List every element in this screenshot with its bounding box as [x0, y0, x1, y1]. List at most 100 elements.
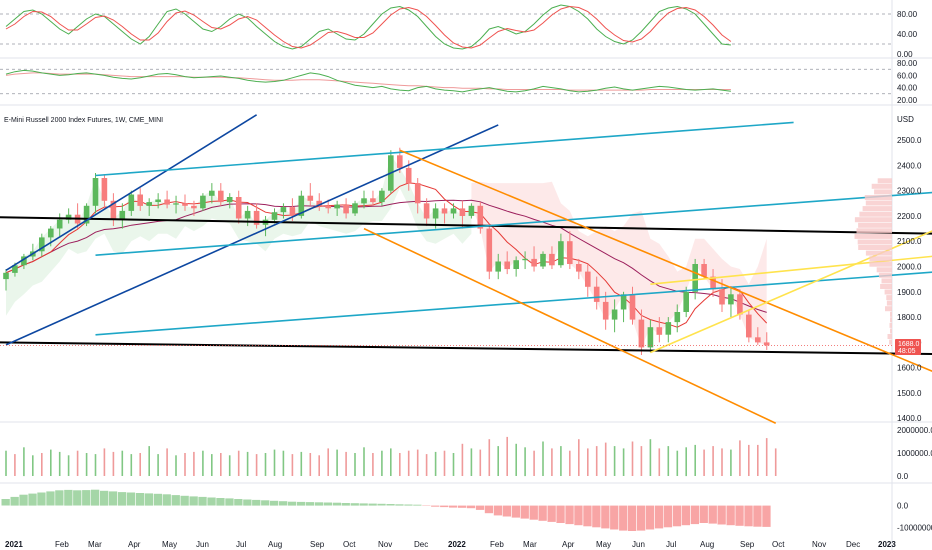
oscillator-bar — [154, 494, 162, 506]
x-tick-label: 2021 — [5, 540, 23, 549]
candle-body — [343, 205, 349, 214]
y-tick-label: 0.00 — [897, 50, 913, 59]
oscillator-bar — [601, 506, 609, 529]
candle-body — [692, 264, 698, 292]
candle-body — [3, 273, 9, 279]
oscillator-bar — [306, 502, 314, 506]
candle-body — [531, 259, 537, 267]
volume-profile-bar — [889, 340, 892, 345]
candle-body — [102, 178, 108, 201]
oscillator-bar — [628, 506, 636, 531]
volume-bar — [327, 448, 329, 476]
volume-bar — [578, 439, 580, 476]
volume-bar — [229, 455, 231, 476]
volume-bar — [68, 455, 70, 476]
oscillator-bar — [386, 504, 394, 506]
candle-body — [308, 196, 314, 201]
oscillator-bar — [73, 490, 81, 505]
oscillator-bar — [539, 506, 547, 521]
candle-body — [764, 342, 770, 345]
volume-bar — [283, 451, 285, 476]
volume-bar — [650, 439, 652, 476]
candle-body — [746, 315, 752, 338]
candle-body — [227, 197, 233, 202]
candle-body — [361, 198, 367, 203]
volume-bar — [533, 451, 535, 476]
volume-bar — [139, 453, 141, 476]
candle-body — [433, 208, 439, 218]
candle-body — [218, 191, 224, 202]
y-tick-label: 40.00 — [897, 30, 918, 39]
oscillator-bar — [646, 506, 654, 530]
volume-bar — [685, 447, 687, 476]
volume-bar — [435, 452, 437, 476]
oscillator-bar — [503, 506, 511, 517]
oscillator-bar — [574, 506, 582, 526]
volume-profile-bar — [885, 306, 892, 311]
volume-bar — [310, 453, 312, 476]
volume-bar — [497, 446, 499, 476]
x-tick-label: Oct — [772, 540, 785, 549]
candle-body — [442, 208, 448, 213]
oscillator-bar — [91, 490, 99, 506]
volume-profile-bar — [890, 323, 893, 328]
candle-body — [325, 206, 331, 209]
oscillator-bar — [360, 503, 368, 505]
candle-body — [155, 200, 161, 203]
y-tick-label: 2500.0 — [897, 136, 922, 145]
candle-body — [576, 264, 582, 272]
oscillator-bar — [565, 506, 573, 524]
candle-body — [666, 322, 672, 335]
y-tick-label: 0.0 — [897, 502, 909, 511]
x-tick-label: Jul — [666, 540, 676, 549]
x-tick-label: Sep — [740, 540, 755, 549]
volume-profile-bar — [888, 334, 893, 339]
oscillator-bar — [440, 506, 448, 508]
candle-body — [290, 207, 296, 216]
last-price-text: 1688.0 — [898, 341, 920, 348]
candle-body — [755, 337, 761, 342]
oscillator-bar — [431, 506, 439, 507]
volume-bar — [202, 451, 204, 476]
oscillator-bar — [64, 490, 72, 506]
volume-bar — [336, 450, 338, 476]
volume-profile-bar — [866, 251, 892, 256]
candle-body — [522, 259, 528, 260]
x-tick-label: 2023 — [878, 540, 896, 549]
y-tick-label: 2000000.0 — [897, 426, 932, 435]
candle-body — [460, 208, 466, 216]
volume-bar — [122, 451, 124, 476]
x-tick-label: Dec — [414, 540, 428, 549]
candle-body — [272, 212, 278, 220]
volume-bar — [453, 453, 455, 476]
oscillator-bar — [449, 506, 457, 508]
volume-bar — [95, 454, 97, 476]
volume-bar — [32, 455, 34, 476]
y-tick-label: 20.00 — [897, 96, 918, 105]
oscillator-bar — [458, 506, 466, 508]
last-change-text: 48:05 — [898, 348, 916, 355]
volume-profile-bar — [855, 234, 893, 239]
volume-bar — [5, 451, 7, 476]
candle-body — [281, 207, 287, 212]
volume-bar — [238, 451, 240, 476]
volume-bar — [372, 453, 374, 476]
oscillator-bar — [55, 490, 63, 505]
x-tick-label: Jul — [236, 540, 246, 549]
volume-bar — [757, 445, 759, 476]
volume-bar — [86, 453, 88, 476]
volume-profile-bar — [890, 312, 892, 317]
candle-body — [603, 302, 609, 320]
oscillator-bar — [404, 505, 412, 506]
volume-bar — [569, 451, 571, 476]
candle-body — [657, 327, 663, 335]
y-tick-label: 1400.0 — [897, 414, 922, 423]
candle-body — [245, 211, 251, 219]
candle-body — [504, 262, 510, 270]
x-tick-label: Nov — [812, 540, 826, 549]
y-tick-label: 1900.0 — [897, 288, 922, 297]
volume-profile-bar — [880, 284, 892, 289]
candle-body — [379, 191, 385, 202]
y-tick-label: 1600.0 — [897, 364, 922, 373]
